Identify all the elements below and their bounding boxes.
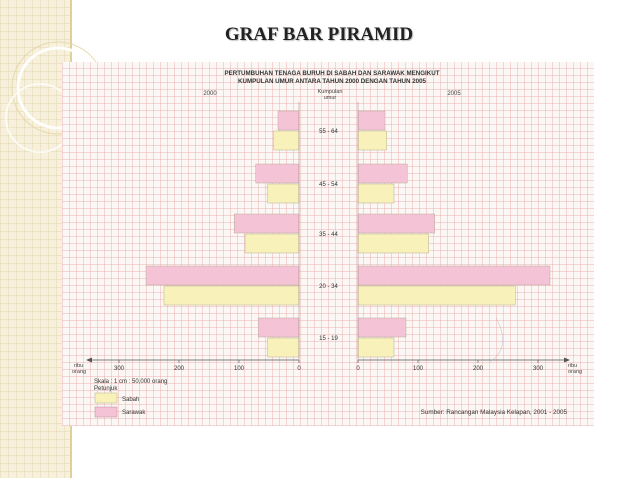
left-unit-label-line1: ribu	[74, 363, 83, 369]
source-note: Sumber: Rancangan Malaysia Kelapan, 2001…	[421, 409, 568, 416]
bar-2005-sarawak-2	[357, 213, 436, 234]
legend-label-sabah: Sabah	[122, 397, 139, 403]
right-tick-label-1: 100	[413, 366, 424, 372]
category-label-0: 55 - 64	[319, 129, 338, 135]
left-tick-label-0: 300	[114, 366, 125, 372]
right-unit-label-line1: ribu	[568, 363, 577, 369]
decorative-strip	[0, 0, 70, 478]
bar-2005-sarawak-1	[357, 163, 408, 184]
left-year-label: 2000	[203, 91, 217, 97]
bar-2000-sabah-4	[267, 337, 300, 358]
category-label-3: 20 - 34	[319, 284, 338, 290]
bar-2005-sarawak-4	[357, 317, 407, 338]
legend-swatch-sabah	[94, 392, 118, 404]
right-tick-label-2: 200	[473, 366, 484, 372]
bar-2000-sabah-3	[163, 285, 300, 306]
legend-title: Petunjuk	[94, 386, 118, 392]
category-label-2: 35 - 44	[319, 232, 338, 238]
bar-2000-sarawak-1	[255, 163, 300, 184]
scale-text: Skala : 1 cm : 50,000 orang	[94, 379, 167, 385]
chart-title-line2: KUMPULAN UMUR ANTARA TAHUN 2000 DENGAN T…	[238, 78, 426, 85]
right-tick-label-0: 0	[356, 366, 360, 372]
center-axis-label-line1: Kumpulan	[318, 89, 343, 95]
legend-swatch-sarawak	[94, 406, 118, 418]
left-axis-arrow	[86, 357, 92, 363]
left-tick-label-3: 0	[297, 366, 301, 372]
bar-2000-sabah-1	[267, 183, 300, 204]
legend-label-sarawak: Sarawak	[122, 410, 146, 416]
pyramid-chart: PERTUMBUHAN TENAGA BURUH DI SABAH DAN SA…	[72, 70, 582, 418]
bar-2000-sabah-2	[244, 233, 300, 254]
left-tick-label-2: 100	[234, 366, 245, 372]
bar-2005-sabah-4	[357, 337, 395, 358]
bar-2005-sabah-0	[357, 130, 387, 151]
right-axis-arrow	[564, 357, 570, 363]
right-unit-label-line2: orang	[568, 369, 582, 375]
center-axis-label-line2: umur	[324, 95, 337, 101]
bar-2005-sabah-2	[357, 233, 430, 254]
bar-2005-sarawak-3	[357, 265, 551, 286]
category-label-1: 45 - 54	[319, 182, 338, 188]
right-year-label: 2005	[447, 91, 461, 97]
decorative-swoosh	[489, 317, 503, 363]
bar-2005-sabah-1	[357, 183, 395, 204]
chart-title-line1: PERTUMBUHAN TENAGA BURUH DI SABAH DAN SA…	[225, 70, 440, 77]
bar-2005-sarawak-0	[357, 110, 386, 131]
bar-2000-sarawak-0	[277, 110, 300, 131]
left-unit-label-line2: orang	[72, 369, 86, 375]
bar-2000-sarawak-3	[145, 265, 300, 286]
bar-2000-sarawak-4	[257, 317, 300, 338]
left-tick-label-1: 200	[174, 366, 185, 372]
right-tick-label-3: 300	[533, 366, 544, 372]
bar-2000-sabah-0	[273, 130, 300, 151]
bar-2005-sabah-3	[357, 285, 516, 306]
category-label-4: 15 - 19	[319, 336, 338, 342]
slide-title: GRAF BAR PIRAMID	[224, 24, 414, 45]
chart-paper: PERTUMBUHAN TENAGA BURUH DI SABAH DAN SA…	[62, 62, 594, 426]
bar-2000-sarawak-2	[233, 213, 300, 234]
